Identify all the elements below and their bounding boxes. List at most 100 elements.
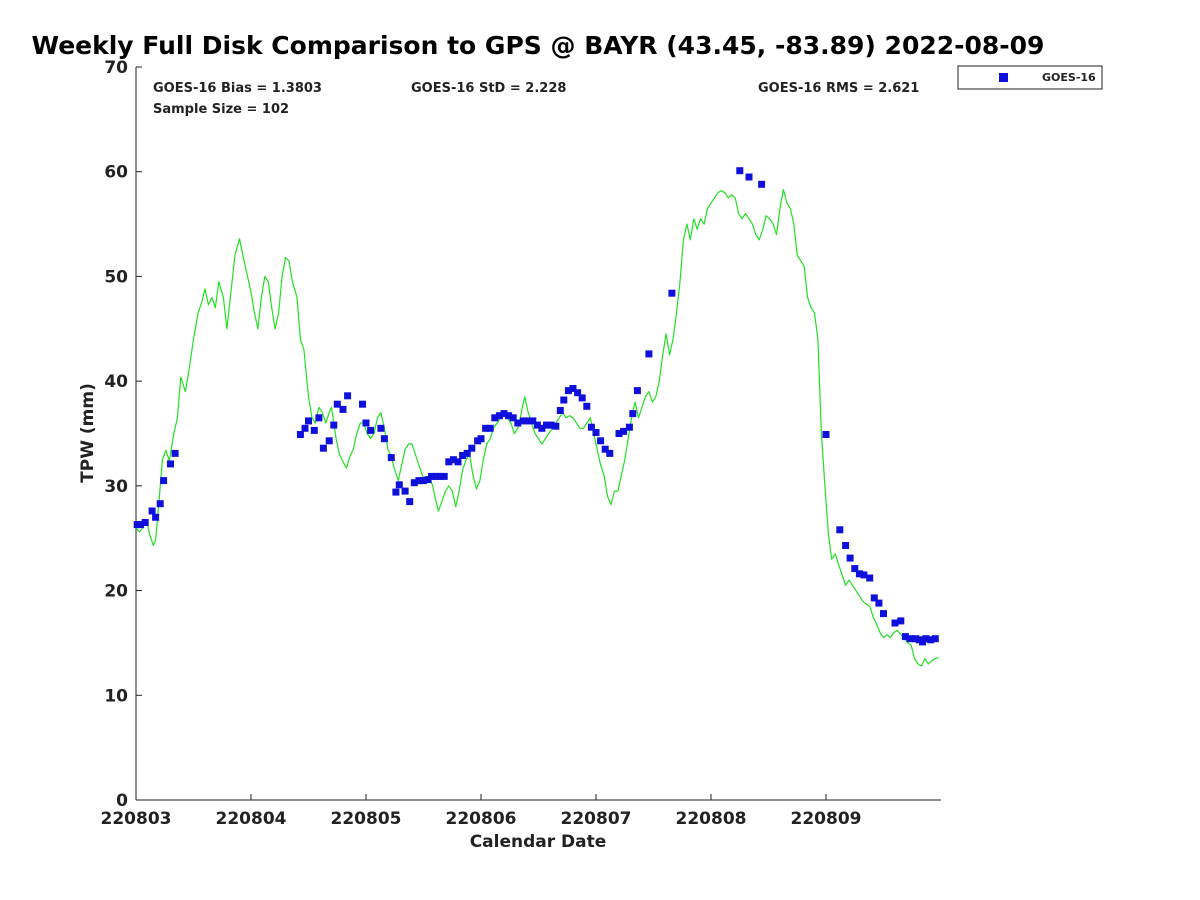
goes-point: [477, 435, 485, 443]
goes-point: [529, 417, 537, 425]
goes-point: [564, 387, 572, 395]
goes-point: [344, 392, 352, 400]
goes-point: [927, 636, 935, 644]
y-tick-label: 50: [104, 267, 128, 287]
goes-point: [359, 400, 366, 408]
goes-point: [547, 421, 555, 429]
goes-point: [597, 437, 605, 445]
legend-box: [957, 65, 1103, 90]
goes-point: [454, 458, 462, 466]
goes-point: [310, 426, 318, 434]
x-tick-label: 220804: [216, 809, 287, 829]
goes-point: [333, 400, 341, 408]
goes-point: [387, 454, 395, 462]
goes-point: [395, 481, 403, 489]
goes-point: [855, 570, 863, 578]
goes-point: [486, 424, 494, 432]
chart-title: Weekly Full Disk Comparison to GPS @ BAY…: [32, 31, 1045, 60]
goes-point: [578, 394, 586, 402]
goes-point: [836, 526, 844, 534]
goes-point: [552, 422, 560, 430]
goes-point: [137, 521, 145, 529]
goes-point: [524, 417, 532, 425]
gps-series: [135, 188, 939, 667]
goes-point: [615, 430, 623, 437]
goes-point: [406, 498, 414, 506]
goes-point: [556, 407, 564, 414]
y-tick-label: 40: [104, 372, 128, 392]
y-tick-label: 20: [104, 582, 128, 602]
goes-point: [468, 444, 476, 452]
x-tick-label: 220803: [101, 809, 172, 829]
goes-point: [428, 472, 435, 480]
goes-point: [505, 412, 513, 420]
goes-point: [420, 477, 427, 485]
goes-point: [436, 472, 444, 480]
goes-point: [758, 180, 766, 188]
goes-point: [325, 437, 333, 445]
plot-frame: [136, 67, 941, 800]
x-tick-label: 220809: [791, 809, 862, 829]
goes-point: [846, 554, 854, 562]
plot-area: [135, 67, 941, 801]
goes-point: [870, 594, 878, 602]
goes-point: [842, 542, 850, 549]
goes-point: [860, 571, 868, 579]
goes-point: [301, 424, 309, 432]
goes-point: [141, 519, 149, 526]
x-tick-label: 220807: [561, 809, 632, 829]
goes-point: [880, 610, 887, 618]
goes-point: [459, 452, 467, 459]
legend-label: GOES-16: [1042, 71, 1096, 84]
goes-point: [891, 619, 899, 627]
goes-point: [574, 389, 582, 397]
goes-point: [509, 414, 517, 422]
goes-point: [449, 456, 457, 464]
y-tick-label: 0: [116, 791, 128, 811]
goes-point: [851, 565, 859, 573]
goes-point: [482, 424, 490, 432]
goes-point: [367, 426, 375, 434]
x-tick-label: 220806: [446, 809, 517, 829]
goes-point: [601, 445, 609, 453]
x-tick-label: 220805: [331, 809, 402, 829]
goes-point: [931, 635, 939, 643]
goes-point: [543, 421, 550, 429]
goes-point: [606, 449, 614, 457]
y-tick-label: 70: [104, 58, 128, 78]
x-tick-label: 220808: [676, 809, 747, 829]
goes-point: [587, 423, 595, 431]
y-axis-title: TPW (mm): [78, 383, 98, 483]
goes-point: [362, 419, 370, 427]
legend: GOES-16: [957, 65, 1103, 90]
goes-point: [167, 460, 174, 468]
goes-point: [736, 167, 744, 175]
goes-point: [160, 477, 168, 485]
y-tick-label: 10: [104, 686, 128, 706]
goes-point: [319, 444, 327, 452]
gps-line: [135, 188, 939, 667]
goes-point: [491, 414, 499, 422]
goes-point: [520, 417, 527, 425]
goes-point: [629, 410, 637, 418]
goes-point: [392, 488, 400, 496]
goes-point: [315, 414, 323, 422]
goes-point: [156, 500, 164, 508]
x-axis-title: Calendar Date: [470, 832, 607, 852]
goes-point: [625, 423, 633, 431]
goes-point: [645, 350, 653, 358]
goes-series: [133, 167, 939, 646]
bias-stat: GOES-16 Bias = 1.3803: [153, 81, 322, 96]
goes-point: [922, 635, 930, 643]
goes-point: [296, 431, 304, 438]
goes-point: [445, 458, 453, 466]
goes-point: [410, 479, 418, 487]
sample-size-stat: Sample Size = 102: [153, 102, 289, 117]
goes-point: [514, 419, 522, 427]
goes-point: [440, 472, 448, 480]
goes-point: [901, 633, 909, 641]
goes-point: [592, 429, 600, 436]
goes-point: [171, 449, 179, 457]
goes-point: [305, 417, 312, 425]
